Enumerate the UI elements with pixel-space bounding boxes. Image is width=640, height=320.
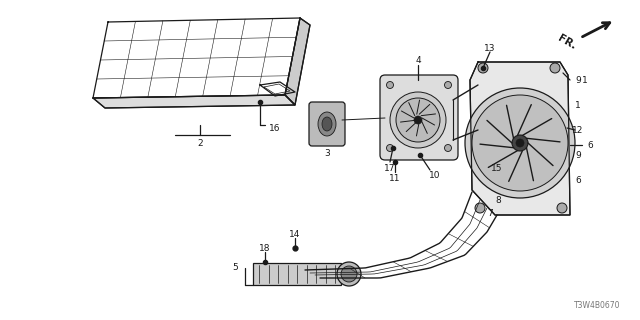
Circle shape xyxy=(387,145,394,151)
Text: 2: 2 xyxy=(197,139,203,148)
Polygon shape xyxy=(93,95,295,108)
Circle shape xyxy=(557,203,567,213)
Text: 1: 1 xyxy=(582,76,588,84)
Circle shape xyxy=(414,116,422,124)
Text: 13: 13 xyxy=(484,44,496,52)
Circle shape xyxy=(337,262,361,286)
Text: 10: 10 xyxy=(429,171,441,180)
Text: 9: 9 xyxy=(575,76,581,84)
Text: 14: 14 xyxy=(289,229,301,238)
Text: 6: 6 xyxy=(587,140,593,149)
Bar xyxy=(253,263,341,285)
Text: 11: 11 xyxy=(389,173,401,182)
Text: 17: 17 xyxy=(384,164,396,172)
Circle shape xyxy=(465,88,575,198)
Circle shape xyxy=(472,95,568,191)
FancyBboxPatch shape xyxy=(309,102,345,146)
Ellipse shape xyxy=(318,112,336,136)
Ellipse shape xyxy=(322,117,332,131)
Circle shape xyxy=(516,139,524,147)
Text: T3W4B0670: T3W4B0670 xyxy=(573,301,620,310)
Text: 4: 4 xyxy=(415,55,421,65)
Circle shape xyxy=(445,82,451,89)
Circle shape xyxy=(478,63,488,73)
Circle shape xyxy=(445,145,451,151)
Circle shape xyxy=(387,82,394,89)
Text: 9: 9 xyxy=(575,150,581,159)
Text: 3: 3 xyxy=(324,148,330,157)
Circle shape xyxy=(341,266,357,282)
Text: 8: 8 xyxy=(495,196,501,204)
Circle shape xyxy=(396,98,440,142)
FancyBboxPatch shape xyxy=(380,75,458,160)
Polygon shape xyxy=(285,18,310,105)
Text: 5: 5 xyxy=(232,263,238,273)
Text: 15: 15 xyxy=(492,164,503,172)
Text: 16: 16 xyxy=(269,124,281,132)
Circle shape xyxy=(512,135,528,151)
Text: 1: 1 xyxy=(575,100,581,109)
Circle shape xyxy=(550,63,560,73)
Text: 7: 7 xyxy=(487,209,493,218)
Text: FR.: FR. xyxy=(556,33,578,51)
Text: 6: 6 xyxy=(575,175,581,185)
Polygon shape xyxy=(470,62,570,215)
Text: 18: 18 xyxy=(259,244,271,252)
Circle shape xyxy=(475,203,485,213)
Circle shape xyxy=(390,92,446,148)
Text: 12: 12 xyxy=(572,125,584,134)
